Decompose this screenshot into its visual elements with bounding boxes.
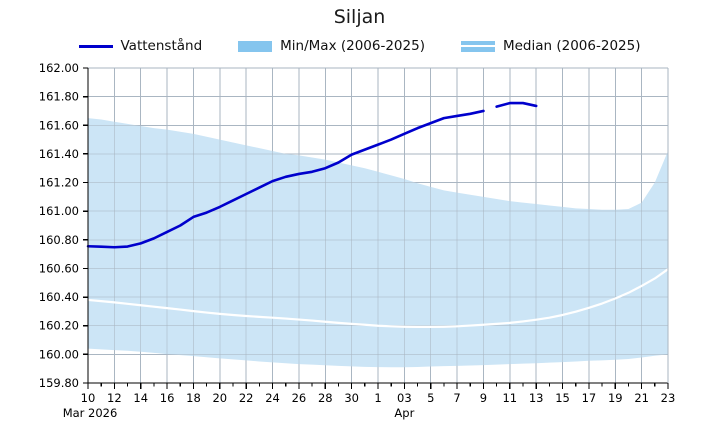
median-marker-icon <box>460 40 495 52</box>
x-tick-label: 12 <box>107 391 122 405</box>
band-marker-icon <box>238 40 273 52</box>
x-tick-label: 1 <box>374 391 381 405</box>
y-tick-label: 160.80 <box>39 233 79 247</box>
x-tick-label: 10 <box>81 391 96 405</box>
legend-item-vattenstand: Vattenstånd <box>78 38 203 54</box>
x-tick-label: 19 <box>608 391 623 405</box>
y-tick-label: 161.20 <box>39 176 79 190</box>
x-tick-label: 14 <box>133 391 148 405</box>
y-tick-label: 160.20 <box>39 319 79 333</box>
x-tick-label: 18 <box>186 391 201 405</box>
x-tick-label: 13 <box>529 391 544 405</box>
legend-item-minmax: Min/Max (2006-2025) <box>238 38 425 54</box>
y-tick-label: 161.40 <box>39 147 79 161</box>
y-tick-label: 161.00 <box>39 204 79 218</box>
legend-label-vattenstand: Vattenstånd <box>120 38 203 54</box>
x-tick-label: 17 <box>582 391 597 405</box>
x-tick-label: 24 <box>265 391 280 405</box>
vattenstand-line <box>495 101 538 108</box>
x-tick-label: 11 <box>502 391 517 405</box>
x-tick-label: 03 <box>397 391 412 405</box>
x-tick-label: 21 <box>634 391 649 405</box>
y-tick-label: 159.80 <box>39 376 79 390</box>
x-tick-label: 7 <box>453 391 460 405</box>
chart-legend: Vattenstånd Min/Max (2006-2025) Median (… <box>0 38 719 54</box>
x-tick-label: 22 <box>239 391 254 405</box>
x-tick-label: 23 <box>661 391 676 405</box>
vattenstand-line <box>86 109 485 249</box>
y-tick-label: 160.40 <box>39 290 79 304</box>
y-tick-label: 161.60 <box>39 118 79 132</box>
y-tick-label: 160.60 <box>39 261 79 275</box>
line-marker-icon <box>78 44 113 48</box>
x-tick-label: 5 <box>427 391 434 405</box>
legend-item-median: Median (2006-2025) <box>460 38 641 54</box>
legend-label-minmax: Min/Max (2006-2025) <box>280 38 425 54</box>
y-tick-label: 160.00 <box>39 347 79 361</box>
x-tick-label: 30 <box>344 391 359 405</box>
x-tick-label: 20 <box>212 391 227 405</box>
x-tick-label: 15 <box>555 391 570 405</box>
x-tick-label: 16 <box>160 391 175 405</box>
x-tick-label: 9 <box>480 391 487 405</box>
page-title: Siljan <box>333 6 386 28</box>
x-tick-label: 28 <box>318 391 333 405</box>
legend-label-median: Median (2006-2025) <box>502 38 641 54</box>
x-axis-month-label-second: Apr <box>394 406 414 420</box>
x-axis-month-label-start: Mar 2026 <box>63 406 118 420</box>
y-tick-label: 162.00 <box>39 61 79 75</box>
x-tick-label: 26 <box>292 391 307 405</box>
y-tick-label: 161.80 <box>39 90 79 104</box>
median-line <box>86 268 670 328</box>
